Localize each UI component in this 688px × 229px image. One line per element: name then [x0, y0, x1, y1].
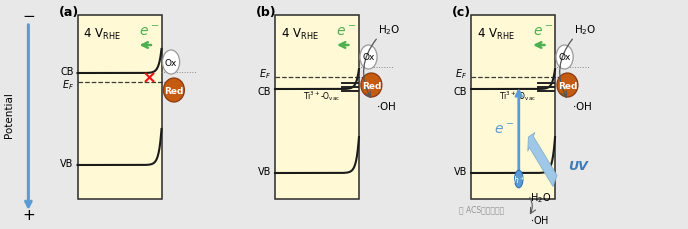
Text: CB: CB: [454, 87, 467, 97]
Ellipse shape: [556, 46, 573, 70]
Text: 4 V$_{\mathregular{RHE}}$: 4 V$_{\mathregular{RHE}}$: [477, 26, 515, 41]
Text: CB: CB: [61, 67, 74, 77]
Text: $E_F$: $E_F$: [61, 78, 74, 92]
FancyBboxPatch shape: [78, 16, 162, 199]
Text: Red: Red: [558, 81, 577, 90]
Circle shape: [515, 170, 523, 188]
Text: $e^-$: $e^-$: [533, 25, 552, 39]
Text: VB: VB: [61, 158, 74, 168]
Text: Ox: Ox: [559, 53, 571, 62]
Text: Potential: Potential: [4, 92, 14, 137]
FancyArrow shape: [528, 133, 557, 187]
Ellipse shape: [557, 74, 578, 98]
Ellipse shape: [164, 79, 184, 103]
Text: 🔬 ACS美国化学会: 🔬 ACS美国化学会: [459, 204, 504, 213]
Text: Red: Red: [164, 86, 184, 95]
Text: UV: UV: [568, 159, 588, 172]
Ellipse shape: [360, 46, 377, 70]
Text: $h^+$: $h^+$: [513, 173, 525, 185]
Text: Ti$^{3+}$-O$_{\mathregular{vac}}$: Ti$^{3+}$-O$_{\mathregular{vac}}$: [303, 89, 340, 103]
Text: (c): (c): [452, 6, 471, 19]
Text: (b): (b): [256, 6, 277, 19]
Text: CB: CB: [258, 87, 271, 97]
Text: VB: VB: [454, 166, 467, 176]
Text: 4 V$_{\mathregular{RHE}}$: 4 V$_{\mathregular{RHE}}$: [83, 26, 121, 41]
Text: (a): (a): [58, 6, 78, 19]
Ellipse shape: [162, 51, 180, 75]
Text: $e^-$: $e^-$: [336, 25, 356, 39]
Text: $\cdot$OH: $\cdot$OH: [376, 100, 396, 112]
Text: $E_F$: $E_F$: [455, 67, 467, 81]
Text: $+$: $+$: [22, 207, 35, 222]
Text: $-$: $-$: [22, 7, 35, 22]
Text: $\mathbf{\times}$: $\mathbf{\times}$: [141, 69, 155, 87]
Ellipse shape: [361, 74, 382, 98]
Text: Ti$^{3+}$-O$_{\mathregular{vac}}$: Ti$^{3+}$-O$_{\mathregular{vac}}$: [499, 89, 536, 103]
Text: H$_2$O: H$_2$O: [574, 23, 596, 37]
Text: H$_2$O: H$_2$O: [378, 23, 400, 37]
Text: Ox: Ox: [363, 53, 375, 62]
Text: H$_2$O: H$_2$O: [530, 190, 551, 204]
Text: $E_F$: $E_F$: [259, 67, 271, 81]
Text: Red: Red: [362, 81, 381, 90]
Text: $\cdot$OH: $\cdot$OH: [572, 100, 592, 112]
FancyBboxPatch shape: [471, 16, 555, 199]
Text: VB: VB: [258, 166, 271, 176]
Text: Ox: Ox: [165, 58, 178, 67]
Text: $e^-$: $e^-$: [494, 123, 514, 136]
FancyBboxPatch shape: [275, 16, 359, 199]
Text: 4 V$_{\mathregular{RHE}}$: 4 V$_{\mathregular{RHE}}$: [281, 26, 319, 41]
Text: $\cdot$OH: $\cdot$OH: [530, 213, 550, 225]
Text: $e^-$: $e^-$: [139, 25, 159, 39]
